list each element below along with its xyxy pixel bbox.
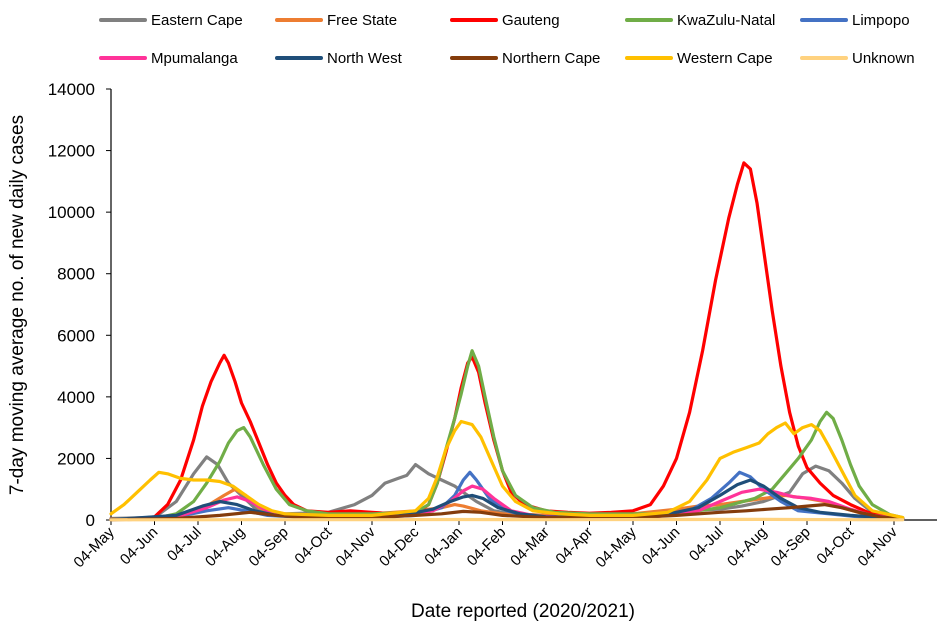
series-line-kwazulu-natal (109, 349, 905, 521)
y-tick-label: 14000 (48, 80, 95, 99)
legend-label: Western Cape (677, 50, 773, 67)
legend-label: Eastern Cape (151, 12, 243, 29)
x-tick-label: 04-Feb (464, 524, 510, 570)
x-tick-label: 04-Jan (421, 524, 465, 568)
legend-label: KwaZulu-Natal (677, 12, 775, 29)
legend-label: Free State (327, 12, 397, 29)
y-tick-label: 8000 (57, 265, 95, 284)
x-tick-label: 04-Aug (202, 524, 248, 570)
x-tick-label: 04-Jul (164, 524, 205, 565)
y-tick-label: 4000 (57, 388, 95, 407)
x-tick-label: 04-Sep (768, 524, 814, 570)
x-tick-label: 04-Jun (639, 524, 683, 568)
y-tick-label: 10000 (48, 203, 95, 222)
x-tick-label: 04-May (592, 523, 640, 571)
series-line-mpumalanga (109, 484, 905, 522)
x-tick-label: 04-May (70, 523, 118, 571)
series-line-gauteng (109, 161, 905, 521)
legend-label: Gauteng (502, 12, 560, 29)
x-tick-label: 04-Nov (855, 523, 902, 570)
series-line-western-cape (109, 419, 905, 520)
y-tick-label: 0 (86, 511, 95, 530)
x-tick-label: 04-Dec (376, 523, 423, 570)
x-tick-label: 04-Aug (724, 524, 770, 570)
y-axis: 0 2000 4000 6000 8000 10000 12000 14000 (48, 80, 112, 530)
x-tick-label: 04-Jul (686, 524, 727, 565)
legend-label: North West (327, 50, 403, 67)
y-tick-label: 6000 (57, 326, 95, 345)
legend: Eastern Cape Free State Gauteng KwaZulu-Nat… (99, 12, 915, 67)
x-tick-label: 04-Oct (813, 523, 857, 567)
x-tick-label: 04-Mar (507, 524, 553, 570)
legend-label: Mpumalanga (151, 50, 238, 67)
series-line-north-west (109, 478, 905, 522)
y-axis-title: 7-day moving average no. of new daily ca… (7, 115, 28, 495)
plot-lines (109, 161, 905, 522)
x-axis-title: Date reported (2020/2021) (411, 601, 635, 622)
x-tick-label: 04-Apr (552, 524, 596, 568)
legend-label: Limpopo (852, 12, 910, 29)
series-line-northern-cape (109, 503, 905, 522)
legend-label: Unknown (852, 50, 915, 67)
y-tick-label: 2000 (57, 449, 95, 468)
x-tick-label: 04-Sep (246, 524, 292, 570)
legend-label: Northern Cape (502, 50, 600, 67)
x-tick-label: 04-Jun (117, 524, 161, 568)
x-tick-label: 04-Nov (333, 523, 380, 570)
x-tick-label: 04-Oct (291, 523, 335, 567)
y-tick-label: 12000 (48, 142, 95, 161)
